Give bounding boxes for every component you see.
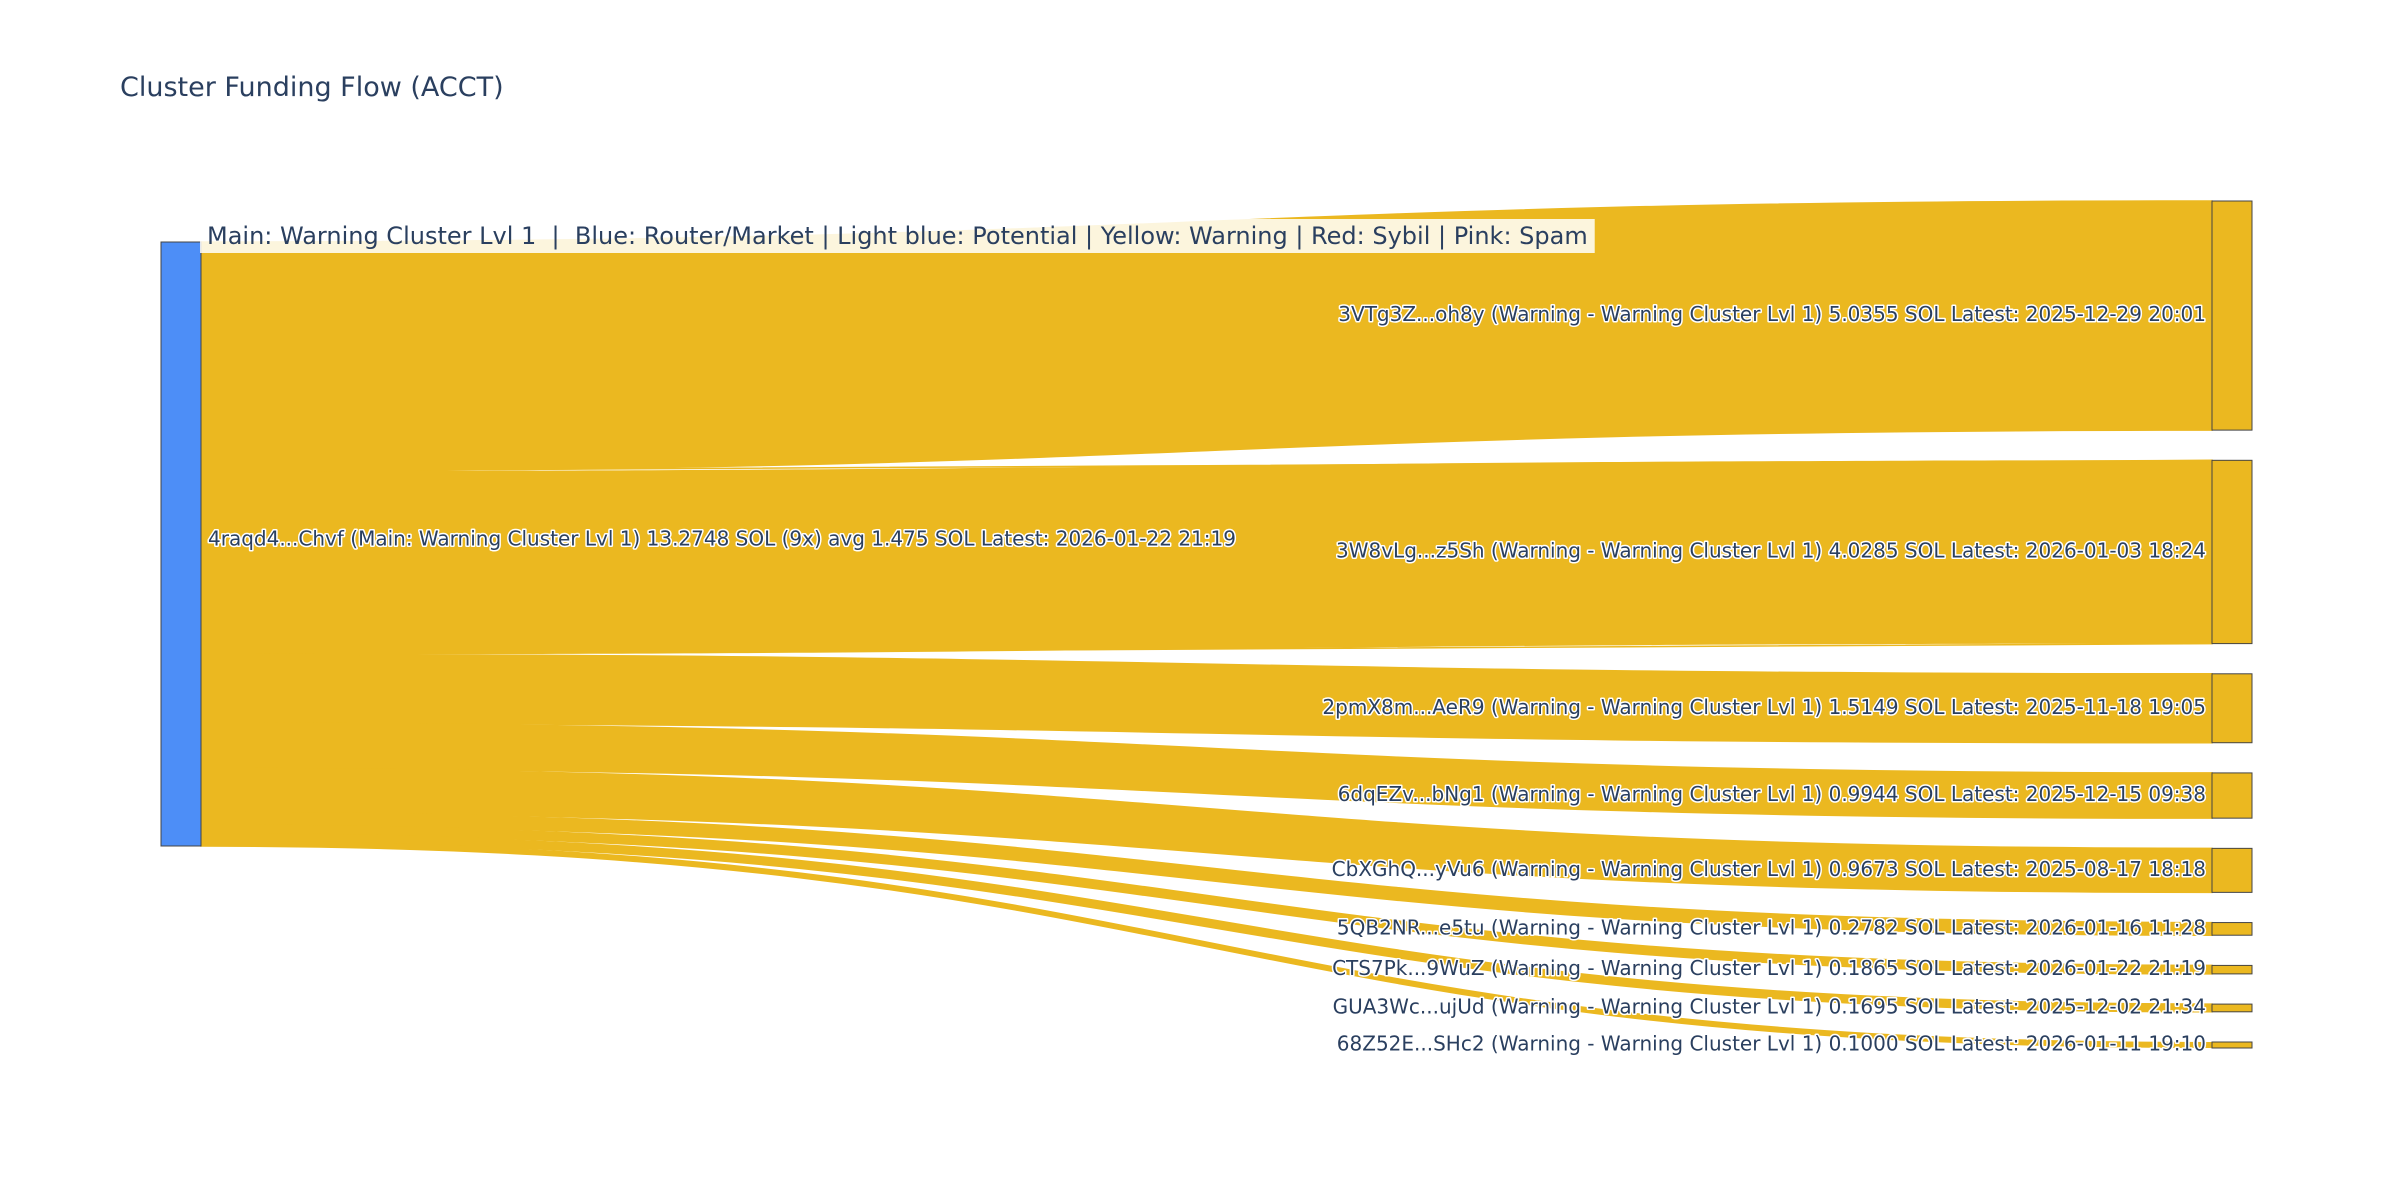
target-node-label-7: CTS7Pk...9WuZ (Warning - Warning Cluster… — [1332, 956, 2206, 980]
chart-title: Cluster Funding Flow (ACCT) — [120, 72, 504, 103]
legend-annotation-text: Main: Warning Cluster Lvl 1 | Blue: Rout… — [207, 222, 1588, 250]
target-node-label-8: GUA3Wc...ujUd (Warning - Warning Cluster… — [1333, 994, 2206, 1018]
target-node-label-5: CbXGhQ...yVu6 (Warning - Warning Cluster… — [1332, 857, 2206, 881]
target-node-7[interactable] — [2211, 964, 2253, 975]
target-node-8[interactable] — [2211, 1003, 2253, 1013]
target-node-2[interactable] — [2211, 459, 2253, 645]
target-node-label-9: 68Z52E...SHc2 (Warning - Warning Cluster… — [1337, 1032, 2206, 1056]
legend-annotation-background — [200, 219, 1595, 253]
source-node[interactable] — [160, 241, 202, 847]
target-node-label-2: 3W8vLg...z5Sh (Warning - Warning Cluster… — [1336, 538, 2206, 562]
target-node-3[interactable] — [2211, 673, 2253, 744]
target-node-label-6: 5QB2NR...e5tu (Warning - Warning Cluster… — [1337, 915, 2206, 939]
target-node-4[interactable] — [2211, 772, 2253, 819]
target-node-1[interactable] — [2211, 200, 2253, 431]
target-node-label-1: 3VTg3Z...oh8y (Warning - Warning Cluster… — [1338, 302, 2206, 326]
nodes-layer — [160, 200, 2253, 1049]
legend-annotation: Main: Warning Cluster Lvl 1 | Blue: Rout… — [200, 219, 1595, 253]
target-node-6[interactable] — [2211, 922, 2253, 936]
target-node-9[interactable] — [2211, 1041, 2253, 1049]
source-node-label: 4raqd4...Chvf (Main: Warning Cluster Lvl… — [208, 527, 1236, 551]
target-node-label-3: 2pmX8m...AeR9 (Warning - Warning Cluster… — [1322, 695, 2206, 719]
target-node-label-4: 6dqEZv...bNg1 (Warning - Warning Cluster… — [1338, 782, 2206, 806]
target-node-5[interactable] — [2211, 847, 2253, 893]
labels-layer: 4raqd4...Chvf (Main: Warning Cluster Lvl… — [207, 301, 2208, 1057]
